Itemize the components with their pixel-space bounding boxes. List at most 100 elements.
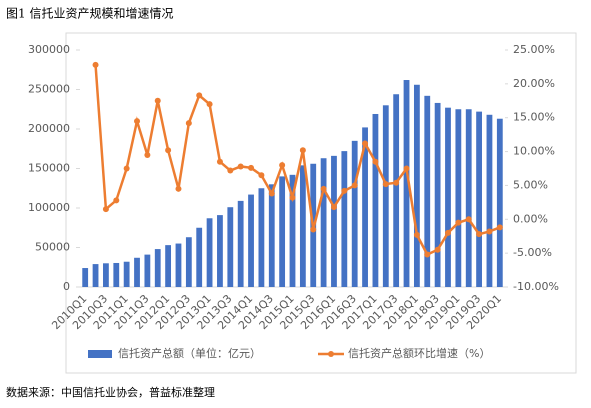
bar (382, 105, 389, 287)
line-point (299, 147, 306, 154)
bar (134, 257, 140, 287)
bar (341, 151, 348, 287)
line-point (310, 226, 317, 233)
line-point (444, 229, 451, 236)
line-point (382, 181, 389, 188)
line-point (134, 118, 141, 125)
line-point (196, 92, 203, 99)
line-point (175, 185, 182, 192)
line-point (330, 204, 337, 211)
bar (299, 165, 306, 287)
bar (113, 262, 120, 287)
legend-swatch (328, 351, 334, 357)
bar (393, 94, 400, 288)
y-tick-label: 150000 (28, 162, 70, 175)
legend-label: 信托资产总额（单位：亿元） (118, 346, 261, 360)
y2-tick-label: 15.00% (513, 111, 555, 124)
bar (476, 111, 482, 288)
bar (331, 155, 337, 287)
y2-tick-label: 25.00% (513, 43, 555, 56)
line-point (144, 151, 151, 158)
line-point (320, 185, 327, 192)
line-point (496, 224, 503, 231)
bar (227, 207, 234, 287)
line-point (248, 164, 255, 171)
line-point (165, 147, 172, 154)
bar (362, 127, 368, 287)
line-point (185, 120, 192, 127)
line-point (123, 165, 130, 172)
bar (465, 109, 472, 287)
line-point (341, 187, 348, 194)
bar (82, 268, 89, 287)
bar (434, 102, 441, 288)
line-point (403, 165, 410, 172)
line-point (258, 172, 265, 179)
line-point (393, 179, 400, 186)
line-point (465, 216, 472, 223)
bar (372, 113, 379, 288)
bar (206, 218, 213, 287)
line-point (92, 61, 99, 68)
line-point (372, 158, 379, 165)
chart-frame (65, 32, 577, 374)
bar (258, 188, 265, 287)
bar (496, 118, 503, 287)
line-point (206, 101, 213, 108)
line-point (476, 231, 483, 238)
bar (144, 254, 151, 287)
line-point (486, 228, 493, 235)
line-point (289, 194, 296, 201)
legend-swatch (88, 350, 112, 358)
y2-tick-label: 20.00% (513, 77, 555, 90)
line-point (154, 97, 161, 104)
bar (455, 109, 462, 287)
bar (217, 215, 223, 287)
bar (237, 200, 244, 287)
bar (351, 140, 358, 287)
y-tick-label: 300000 (28, 43, 70, 56)
bar (248, 194, 254, 287)
y-tick-label: 0 (63, 280, 70, 293)
bar (403, 80, 410, 288)
line-point (216, 158, 223, 165)
y2-tick-label: -5.00% (513, 246, 552, 259)
y2-tick-label: 10.00% (513, 145, 555, 158)
bar (486, 114, 493, 287)
bar (289, 174, 296, 287)
bar (279, 176, 286, 287)
y2-tick-label: 5.00% (513, 178, 548, 191)
bar (268, 184, 275, 287)
bar (103, 263, 109, 287)
y2-tick-label: -10.00% (513, 280, 559, 293)
line-point (351, 182, 358, 189)
bar (424, 95, 431, 287)
bar (123, 261, 130, 287)
line-point (279, 162, 286, 169)
y-tick-label: 100000 (28, 201, 70, 214)
y-tick-label: 200000 (28, 122, 70, 135)
bar (413, 84, 420, 287)
legend-label: 信托资产总额环比增速（%） (348, 346, 490, 360)
bar (92, 264, 99, 287)
source-note: 数据来源：中国信托业协会，普益标准整理 (6, 385, 215, 399)
line-point (237, 163, 244, 170)
line-point (268, 190, 275, 197)
line-point (455, 219, 462, 226)
line-point (113, 197, 120, 204)
line-point (102, 206, 109, 213)
line-point (434, 246, 441, 253)
bar (320, 158, 327, 287)
y-tick-label: 50000 (35, 241, 70, 254)
y-tick-label: 250000 (28, 83, 70, 96)
bar (154, 249, 161, 287)
bar (196, 227, 203, 287)
bar (185, 237, 192, 287)
y2-tick-label: 0.00% (513, 212, 548, 225)
bar (445, 107, 451, 287)
bar (175, 243, 182, 287)
chart-title: 图1 信托业资产规模和增速情况 (6, 6, 173, 21)
bar (165, 245, 172, 287)
line (94, 64, 501, 257)
